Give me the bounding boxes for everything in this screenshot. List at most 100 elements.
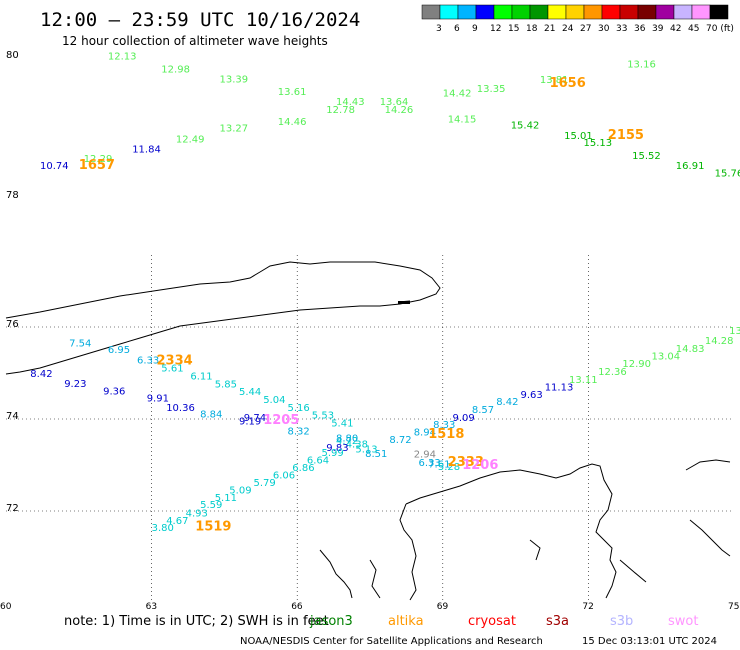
wave-height-value: 12.90 [622, 359, 651, 370]
legend-swatch [619, 4, 639, 20]
wave-height-value: 5.16 [288, 403, 310, 414]
map-subtitle: 12 hour collection of altimeter wave hei… [62, 34, 328, 48]
wave-height-value: 14.26 [385, 105, 414, 116]
wave-height-value: 12.49 [176, 135, 205, 146]
legend-swatch [565, 4, 585, 20]
wave-height-legend: 3 6 9 12 15 18 21 24 27 30 33 36 39 42 45 70 (ft) [421, 4, 734, 34]
legend-swatch [673, 4, 693, 20]
wave-height-value: 80 [6, 50, 19, 61]
wave-height-value: 7.54 [69, 338, 91, 349]
island-marker [398, 301, 410, 304]
legend-tick-label: 39 [652, 24, 664, 34]
legend-swatch [601, 4, 621, 20]
wave-height-value: 9.63 [521, 390, 543, 401]
wave-height-value: 6.33 [419, 458, 441, 469]
legend-swatch [583, 4, 603, 20]
wave-height-value: 8.57 [472, 405, 494, 416]
wave-height-value: 15.76 [715, 169, 740, 180]
pass-time-label: 2155 [608, 128, 644, 143]
longitude-label: 63 [146, 602, 157, 612]
legend-swatch [529, 4, 549, 20]
legend-tick-label: 45 [688, 24, 699, 34]
wave-height-value: 11.84 [132, 145, 161, 156]
pass-time-label: 2334 [157, 353, 193, 368]
wave-height-value: 8.42 [30, 369, 52, 380]
wave-height-value: 9.74 [244, 413, 266, 424]
legend-swatch [637, 4, 657, 20]
longitude-label: 75 [728, 602, 739, 612]
legend-tick-label: 12 [490, 24, 501, 34]
wave-height-value: 13.61 [278, 87, 307, 98]
wave-height-value: 13.64 [380, 97, 409, 108]
wave-height-value: 9.19 [239, 417, 261, 428]
wave-height-value: 6.95 [108, 345, 130, 356]
wave-height-value: 4.38 [346, 440, 368, 451]
wave-height-value: 15.13 [584, 138, 613, 149]
legend-tick-label: 3 [436, 24, 442, 34]
longitude-label: 69 [437, 602, 449, 612]
pass-time-label: 1205 [263, 413, 299, 428]
satellite-name: s3b [610, 614, 633, 629]
wave-height-value: 12.98 [161, 64, 190, 75]
wave-height-value: 3.80 [152, 523, 174, 534]
wave-height-value: 14.15 [448, 115, 477, 126]
legend-swatch [691, 4, 711, 20]
satellite-name: s3a [546, 614, 569, 629]
wave-height-value: 8.42 [496, 397, 518, 408]
wave-height-value: 14.28 [705, 336, 734, 347]
legend-swatch [475, 4, 495, 20]
legend-swatch [439, 4, 459, 20]
legend-swatch [655, 4, 675, 20]
wave-height-value: 5.79 [254, 478, 276, 489]
legend-tick-label: 70 (ft) [706, 24, 734, 34]
wave-height-value: 13.39 [220, 74, 249, 85]
wave-height-value: 7.61 [428, 459, 450, 470]
legend-swatch [547, 4, 567, 20]
wave-height-value: 5.04 [263, 395, 285, 406]
legend-tick-label: 42 [670, 24, 681, 34]
legend-tick-label: 6 [454, 24, 460, 34]
wave-height-value: 5.41 [331, 418, 353, 429]
legend-tick-label: 30 [598, 24, 610, 34]
legend-swatch [421, 4, 441, 20]
wave-height-value: 5.53 [312, 411, 334, 422]
wave-height-value: 14.46 [278, 117, 307, 128]
wave-height-value: 16.91 [676, 161, 705, 172]
wave-height-value: 12.29 [84, 154, 113, 165]
wave-height-value: 6.11 [190, 371, 212, 382]
legend-tick-label: 15 [508, 24, 519, 34]
wave-height-value: 78 [6, 190, 19, 201]
wave-height-value: 13.81 [540, 75, 569, 86]
longitude-label: 72 [582, 602, 593, 612]
wave-height-value: 5.61 [161, 364, 183, 375]
legend-tick-label: 27 [580, 24, 591, 34]
wave-height-value: 10.36 [166, 403, 195, 414]
wave-height-value: 15.42 [511, 120, 540, 131]
wave-height-value: 8.51 [365, 449, 387, 460]
wave-height-value: 9.23 [64, 379, 86, 390]
satellite-name: cryosat [468, 614, 516, 629]
coastline [5, 261, 731, 601]
wave-height-value: 13.27 [220, 123, 249, 134]
wave-height-value: 5.44 [239, 387, 261, 398]
wave-height-value: 4.67 [166, 516, 188, 527]
legend-tick-label: 24 [562, 24, 574, 34]
wave-height-value: 14.83 [676, 344, 705, 355]
wave-height-value: 5.28 [438, 462, 460, 473]
satellite-name: jason3 [309, 614, 353, 629]
wave-height-value: 9.09 [453, 413, 475, 424]
wave-height-value: 14.42 [443, 89, 472, 100]
wave-height-value: 5.11 [215, 493, 237, 504]
satellite-name: swot [668, 614, 698, 629]
wave-height-value: 4.72 [336, 436, 358, 447]
lat-lon-grid [6, 255, 734, 603]
legend-tick-label: 36 [634, 24, 646, 34]
wave-height-value: 9.91 [147, 394, 169, 405]
wave-height-value: 9.36 [103, 387, 125, 398]
longitude-label: 66 [291, 602, 303, 612]
legend-tick-label: 9 [472, 24, 478, 34]
wave-height-value: 13.04 [652, 352, 681, 363]
wave-height-value: 8.94 [414, 428, 436, 439]
legend-tick-label: 33 [616, 24, 627, 34]
generated-timestamp: 15 Dec 03:13:01 UTC 2024 [582, 636, 717, 647]
